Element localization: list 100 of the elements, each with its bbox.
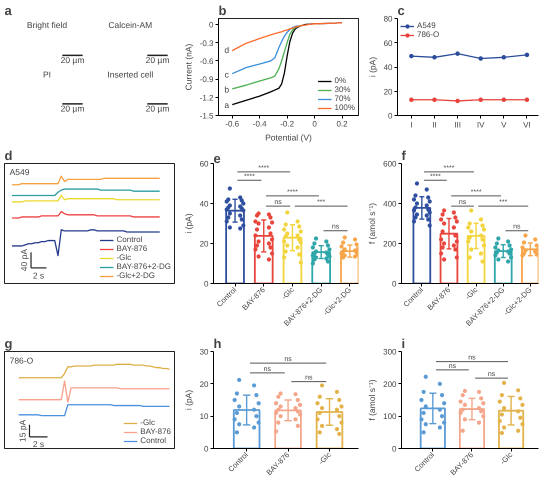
y-tick-label: 20: [200, 380, 210, 389]
point: [524, 97, 530, 102]
chart-title: f: [402, 148, 406, 163]
x-tick-label: V: [501, 120, 508, 130]
annotation: 786-O: [10, 355, 34, 366]
chart-title: g: [4, 336, 12, 351]
point: [502, 97, 506, 102]
x-tick-label: -0.4: [252, 120, 268, 128]
x-tick-label: VI: [523, 120, 531, 130]
y-tick-label: -1.2: [200, 93, 214, 102]
point: [432, 97, 437, 102]
x-axis-title: Potential (V): [265, 132, 312, 142]
x-tick-label: 0.2: [336, 120, 348, 128]
chart-title: d: [4, 148, 12, 163]
legend-label: A549: [417, 21, 437, 30]
legend-label: -Glc: [116, 253, 132, 262]
point: [455, 98, 460, 104]
y-tick-label: 60: [200, 160, 210, 168]
y-tick-label: 0: [204, 444, 210, 454]
x-tick-label: III: [454, 120, 461, 130]
y-tick-label: 600: [383, 160, 398, 168]
annotation: 2 s: [32, 438, 44, 449]
y-axis-title: i (pA): [184, 390, 194, 410]
y-tick-label: 40: [200, 200, 210, 208]
annotation: 15 pA: [17, 419, 28, 442]
legend-label: -Glc+2-DG: [116, 271, 155, 280]
y-axis-title: Current (nA): [184, 43, 194, 90]
legend-label: 0%: [334, 76, 348, 85]
chart-title: h: [214, 336, 222, 351]
y-tick-label: 0: [204, 280, 210, 288]
y-tick-label: 30: [200, 348, 210, 356]
y-axis-title: f (amol s⁻¹): [367, 379, 378, 421]
annotation: c: [224, 69, 230, 80]
y-tick-label: 100: [383, 412, 398, 422]
x-tick-label: 0: [312, 120, 318, 128]
annotation: b: [224, 84, 230, 94]
y-tick-label: -0.6: [200, 56, 214, 66]
y-tick-label: 20: [200, 240, 210, 248]
y-tick-label: 0: [388, 112, 394, 120]
x-tick-label: I: [410, 120, 412, 130]
y-tick-label: 400: [383, 200, 398, 208]
point: [409, 54, 414, 58]
legend-label: 70%: [334, 94, 352, 103]
y-tick-label: -1.5: [200, 112, 214, 120]
x-tick-label: -0.6: [225, 120, 240, 128]
y-tick-label: 20: [384, 87, 394, 96]
y-tick-label: -0.3: [200, 38, 214, 48]
text: 20 µm: [60, 104, 84, 114]
text: Calcein-AM: [108, 20, 152, 30]
legend-label: Control: [116, 235, 142, 244]
y-tick-label: 0: [392, 280, 398, 288]
legend-label: 100%: [334, 103, 355, 112]
y-tick-label: -0.9: [200, 75, 214, 84]
legend-label: Control: [140, 436, 166, 445]
text: a: [4, 3, 12, 18]
chart-title: c: [398, 3, 405, 18]
text: 20 µm: [60, 55, 84, 66]
legend-label: -Glc: [140, 418, 156, 427]
point: [478, 56, 483, 61]
y-axis-title: f (amol s⁻¹): [367, 202, 378, 244]
line-series: [232, 22, 343, 52]
y-tick-label: 200: [383, 380, 398, 389]
x-tick-label: IV: [476, 120, 486, 130]
text: 20 µm: [146, 104, 170, 114]
text: 20 µm: [146, 55, 170, 66]
x-tick-label: -0.2: [280, 120, 295, 128]
y-tick-label: 0: [392, 444, 398, 454]
annotation: a: [224, 100, 230, 110]
annotation: A549: [10, 167, 30, 178]
legend-label: BAY-876: [140, 427, 171, 436]
y-tick-label: 60: [384, 38, 394, 48]
y-tick-label: 200: [383, 240, 398, 248]
point: [455, 51, 460, 56]
annotation: 40 pA: [19, 248, 30, 272]
y-tick-label: 10: [200, 412, 210, 422]
x-tick-label: II: [432, 120, 437, 130]
point: [409, 97, 414, 102]
point: [524, 52, 530, 58]
legend-label: BAY-876: [116, 244, 148, 253]
legend-label: BAY-876+2-DG: [116, 262, 171, 271]
chart-title: i: [402, 336, 406, 351]
point: [432, 55, 437, 60]
y-tick-label: 40: [384, 63, 394, 72]
chart-title: b: [218, 3, 226, 18]
y-tick-label: 300: [383, 348, 398, 356]
annotation: 2 s: [32, 270, 44, 280]
chart-title: e: [214, 151, 221, 166]
y-axis-title: i (pA): [184, 213, 194, 234]
text: PI: [42, 69, 52, 80]
line-series: [232, 24, 302, 90]
legend-label: 786-O: [417, 30, 440, 39]
annotation: d: [224, 45, 230, 56]
y-axis-title: i (pA): [368, 56, 378, 78]
point: [502, 55, 506, 60]
text: Inserted cell: [107, 69, 154, 80]
text: Bright field: [26, 20, 68, 30]
y-tick-label: 0: [209, 20, 214, 30]
point: [478, 97, 483, 102]
legend-label: 30%: [334, 85, 352, 94]
y-tick-label: 80: [384, 14, 394, 24]
